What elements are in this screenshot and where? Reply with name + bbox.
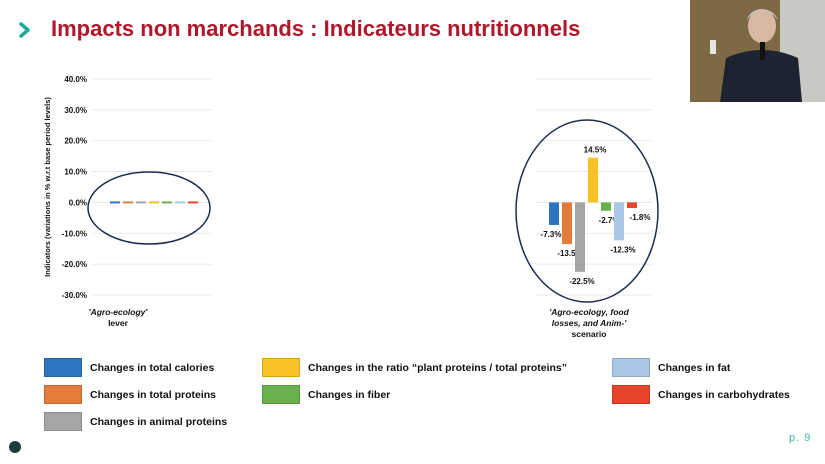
y-tick-label: 0.0% — [69, 198, 87, 207]
bar — [627, 202, 637, 208]
legend-swatch — [612, 385, 650, 404]
presenter-video-inset — [690, 0, 825, 102]
data-label: -7.3% — [541, 230, 562, 239]
legend-label: Changes in fat — [658, 361, 731, 374]
bar — [575, 202, 585, 272]
y-tick-label: 30.0% — [64, 106, 87, 115]
highlight-ellipse — [87, 171, 211, 245]
data-label: -22.5% — [569, 277, 594, 286]
bar — [136, 201, 146, 204]
corner-logo-icon — [9, 441, 21, 453]
data-label: -1.8% — [630, 213, 651, 222]
bar — [588, 157, 598, 203]
legend-swatch — [612, 358, 650, 377]
data-label: -2.7% — [599, 216, 620, 225]
y-tick-label: -20.0% — [62, 260, 87, 269]
legend-label: Changes in the ratio “plant proteins / t… — [308, 361, 568, 374]
bar — [188, 201, 198, 204]
legend-item: Changes in total calories — [44, 358, 214, 377]
charts-area: 40.0% 30.0% 20.0% 10.0% 0.0% -10.0% -20.0% -30.… — [43, 75, 659, 339]
category-label-line2: losses, and Anim-' — [552, 318, 627, 328]
bar — [562, 202, 572, 245]
legend-swatch — [44, 412, 82, 431]
legend-label: Changes in total calories — [90, 361, 215, 374]
category-label: 'Agro-ecology' — [89, 307, 149, 317]
legend-swatch — [44, 358, 82, 377]
legend-item: Changes in the ratio “plant proteins / t… — [262, 358, 567, 377]
data-label: -12.3% — [610, 245, 635, 254]
legend-label: Changes in carbohydrates — [658, 388, 790, 401]
data-label: -13.5% — [557, 249, 582, 258]
y-tick-label: -30.0% — [62, 291, 87, 300]
page-number: p. 9 — [789, 432, 812, 444]
y-tick-label: -10.0% — [62, 229, 87, 238]
legend-label: Changes in total proteins — [90, 388, 217, 401]
bar — [614, 202, 624, 241]
bar — [149, 201, 159, 204]
data-label: 14.5% — [584, 146, 607, 155]
chart-agro-ecology-scenario: -7.3% -13.5% -22.5% 14.5% -2.7% -12.3% -1.8% 'A… — [515, 78, 659, 339]
legend-item: Changes in animal proteins — [44, 412, 227, 431]
legend-item: Changes in carbohydrates — [612, 385, 790, 404]
category-label: 'Agro-ecology, food — [549, 307, 629, 317]
legend-swatch — [262, 358, 300, 377]
bar — [162, 201, 172, 204]
category-label-line2: lever — [108, 318, 129, 328]
bar — [123, 201, 133, 204]
bar — [601, 202, 611, 211]
chevron-right-icon — [19, 22, 30, 38]
legend-item: Changes in total proteins — [44, 385, 216, 404]
y-tick-label: 10.0% — [64, 168, 87, 177]
legend-swatch — [44, 385, 82, 404]
slide-title: Impacts non marchands : Indicateurs nutr… — [51, 16, 581, 41]
legend-swatch — [262, 385, 300, 404]
chart-agro-ecology-lever: 40.0% 30.0% 20.0% 10.0% 0.0% -10.0% -20.0% -30.… — [43, 75, 212, 328]
legend-label: Changes in animal proteins — [90, 415, 228, 428]
bar — [110, 201, 120, 204]
highlight-ellipse — [515, 119, 659, 303]
y-tick-label: 20.0% — [64, 137, 87, 146]
bar — [175, 201, 185, 204]
y-axis-label: Indicators (variations in % w.r.t base p… — [43, 97, 52, 277]
category-label-line3: scenario — [572, 329, 607, 339]
bar — [549, 202, 559, 225]
y-tick-label: 40.0% — [64, 75, 87, 84]
legend-label: Changes in fiber — [308, 388, 391, 401]
legend-item: Changes in fiber — [262, 385, 390, 404]
legend-item: Changes in fat — [612, 358, 730, 377]
